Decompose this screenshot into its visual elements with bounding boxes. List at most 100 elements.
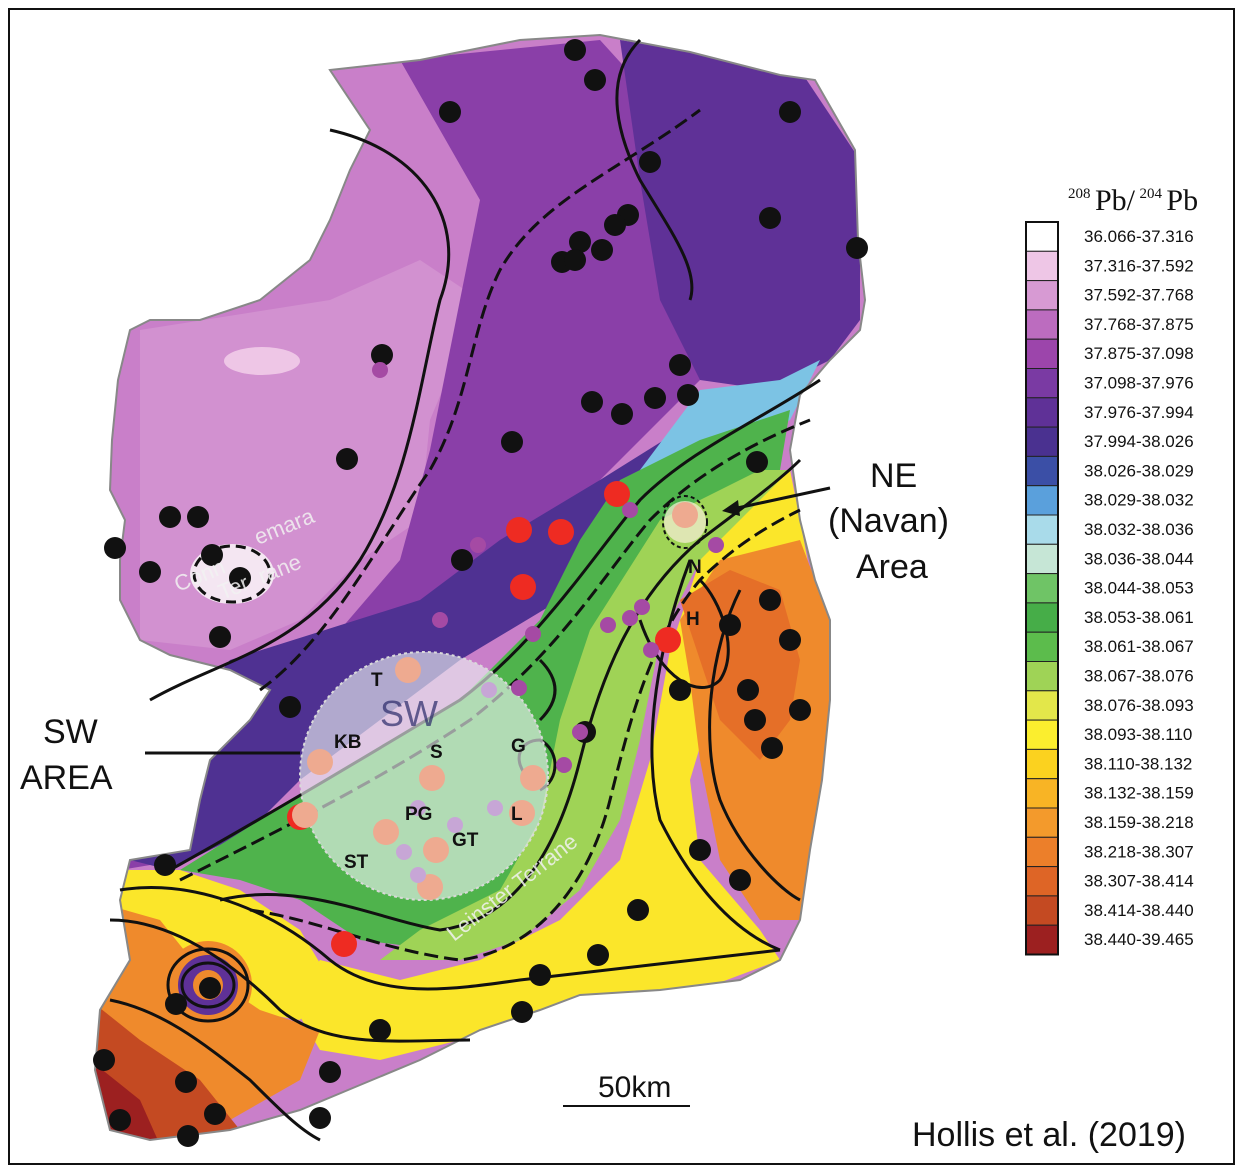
legend-range-label: 38.440-39.465 — [1084, 930, 1194, 949]
deposit-marker-black — [564, 39, 586, 61]
deposit-marker-black — [177, 1125, 199, 1147]
contour-line — [662, 495, 708, 549]
deposit-marker-purple — [708, 537, 724, 553]
legend-swatch — [1025, 866, 1059, 897]
site-label-h: H — [686, 609, 700, 630]
deposit-marker-red — [604, 481, 630, 507]
deposit-marker-black — [737, 679, 759, 701]
deposit-marker-black — [564, 249, 586, 271]
contour-line — [708, 589, 801, 902]
deposit-marker-black — [187, 506, 209, 528]
zone-light-green — [380, 470, 790, 960]
deposit-marker-black — [719, 614, 741, 636]
deposit-marker-black — [139, 561, 161, 583]
deposit-marker-black — [779, 101, 801, 123]
legend-swatch — [1025, 661, 1059, 692]
legend-swatch — [1025, 514, 1059, 545]
legend-range-label: 38.159-38.218 — [1084, 813, 1194, 832]
deposit-marker-black — [846, 237, 868, 259]
contour-line — [192, 544, 272, 604]
deposit-marker-black — [584, 69, 606, 91]
legend-swatch — [1025, 807, 1059, 838]
legend-swatch — [1025, 280, 1059, 311]
deposit-marker-black — [309, 1107, 331, 1129]
deposit-marker-black — [175, 1071, 197, 1093]
legend-range-label: 38.036-38.044 — [1084, 549, 1194, 568]
contour-line — [166, 947, 250, 1023]
legend-range-label: 37.976-37.994 — [1084, 403, 1194, 422]
legend-range-label: 38.032-38.036 — [1084, 520, 1194, 539]
legend-range-label: 38.029-38.032 — [1084, 491, 1194, 510]
deposit-marker-black — [501, 431, 523, 453]
deposit-marker-black — [627, 899, 649, 921]
legend-swatch — [1025, 250, 1059, 282]
legend-swatch — [1025, 573, 1059, 604]
deposit-marker-black — [319, 1061, 341, 1083]
deposit-marker-black — [669, 679, 691, 701]
legend-swatch — [1025, 543, 1059, 575]
legend-range-label: 38.067-38.076 — [1084, 667, 1194, 686]
site-label-pg: PG — [405, 804, 432, 825]
island-outline — [93, 33, 867, 1142]
legend-title-main2: Pb — [1166, 184, 1198, 217]
deposit-marker-black — [93, 1049, 115, 1071]
deposit-marker-lilac — [410, 867, 426, 883]
site-label-g: G — [511, 736, 526, 757]
deposit-marker-purple — [372, 362, 388, 378]
deposit-marker-black — [165, 993, 187, 1015]
legend-range-label: 38.026-38.029 — [1084, 461, 1194, 480]
deposit-group-black — [93, 39, 868, 1147]
deposit-marker-salmon — [395, 657, 421, 683]
legend-swatch — [1025, 836, 1059, 868]
site-label-st: ST — [344, 852, 369, 873]
deposit-marker-black — [639, 151, 661, 173]
legend-range-label: 37.098-37.976 — [1084, 374, 1194, 393]
legend-range-label: 37.994-38.026 — [1084, 432, 1194, 451]
deposit-marker-black — [104, 537, 126, 559]
legend-swatch — [1025, 719, 1059, 750]
deposit-marker-black — [591, 239, 613, 261]
legend-swatch — [1025, 455, 1059, 487]
zone-deep-purple — [620, 40, 860, 390]
legend-swatch — [1025, 602, 1059, 633]
deposit-marker-black — [154, 854, 176, 876]
legend-swatch — [1025, 895, 1059, 926]
deposit-marker-red — [548, 519, 574, 545]
legend-range-label: 37.316-37.592 — [1084, 256, 1194, 275]
ne-area-arrow — [727, 486, 831, 512]
deposit-marker-salmon — [419, 765, 445, 791]
legend-swatch — [1025, 309, 1059, 340]
legend-swatch — [1025, 397, 1059, 428]
legend-title: 208 Pb/ 204 Pb — [1068, 184, 1198, 217]
legend-swatch — [1025, 631, 1059, 663]
deposit-marker-purple — [525, 626, 541, 642]
deposit-marker-black — [729, 869, 751, 891]
deposit-marker-black — [761, 737, 783, 759]
deposit-marker-black — [511, 1001, 533, 1023]
deposit-marker-purple — [622, 502, 638, 518]
ne-area-label-line2: (Navan) — [828, 502, 949, 540]
deposit-marker-black — [744, 709, 766, 731]
site-label-gt: GT — [452, 830, 479, 851]
legend-range-label: 37.768-37.875 — [1084, 315, 1194, 334]
deposit-marker-red — [655, 627, 681, 653]
contour-line — [638, 578, 730, 689]
site-label-n: N — [688, 557, 702, 578]
ne-area-label-line1: NE — [870, 457, 917, 495]
legend-swatch — [1025, 338, 1059, 370]
legend-swatch — [1025, 924, 1059, 956]
contour-line — [169, 378, 821, 872]
deposit-marker-purple — [572, 724, 588, 740]
legend-range-label: 38.132-38.159 — [1084, 784, 1194, 803]
deposit-marker-salmon — [520, 765, 546, 791]
deposit-marker-black — [587, 944, 609, 966]
deposit-marker-black — [604, 214, 626, 236]
ne-area-arrow-head — [722, 500, 740, 516]
legend-range-label: 37.592-37.768 — [1084, 286, 1194, 305]
deposit-marker-salmon — [307, 749, 333, 775]
legend-range-label: 38.414-38.440 — [1084, 901, 1194, 920]
legend-title-sup1: 208 — [1068, 186, 1091, 202]
deposit-marker-lilac — [396, 844, 412, 860]
legend: 208 Pb/ 204 Pb 36.066-37.316 37.316-37.59… — [1025, 184, 1198, 956]
